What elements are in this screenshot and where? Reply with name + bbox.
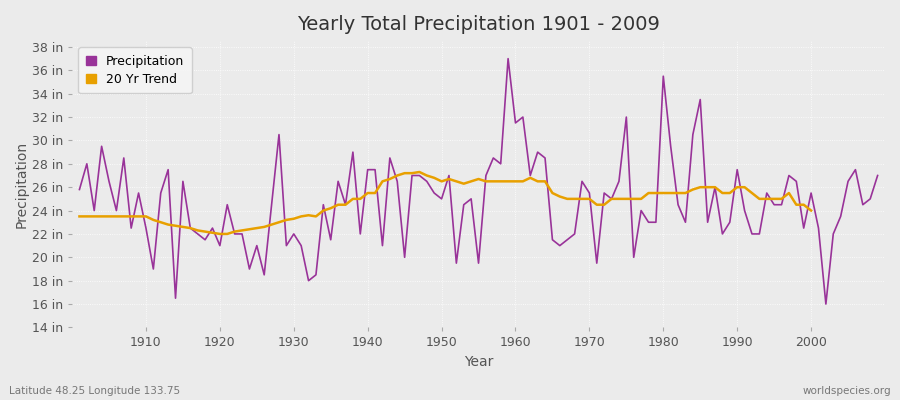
Y-axis label: Precipitation: Precipitation xyxy=(15,141,29,228)
Precipitation xyxy=(821,302,832,306)
X-axis label: Year: Year xyxy=(464,355,493,369)
Legend: Precipitation, 20 Yr Trend: Precipitation, 20 Yr Trend xyxy=(78,47,192,93)
Precipitation xyxy=(872,173,883,178)
20 Yr Trend xyxy=(503,179,514,184)
Precipitation xyxy=(607,196,617,201)
Line: 20 Yr Trend: 20 Yr Trend xyxy=(79,172,811,234)
Precipitation xyxy=(133,191,144,196)
20 Yr Trend xyxy=(133,214,144,219)
20 Yr Trend xyxy=(74,214,85,219)
20 Yr Trend xyxy=(296,214,307,219)
20 Yr Trend xyxy=(598,202,609,207)
Title: Yearly Total Precipitation 1901 - 2009: Yearly Total Precipitation 1901 - 2009 xyxy=(297,15,660,34)
Precipitation xyxy=(510,120,521,125)
20 Yr Trend xyxy=(510,179,521,184)
20 Yr Trend xyxy=(340,202,351,207)
Text: Latitude 48.25 Longitude 133.75: Latitude 48.25 Longitude 133.75 xyxy=(9,386,180,396)
Precipitation xyxy=(503,56,514,61)
Line: Precipitation: Precipitation xyxy=(79,59,878,304)
Precipitation xyxy=(340,202,351,207)
Precipitation xyxy=(74,187,85,192)
Precipitation xyxy=(296,243,307,248)
Text: worldspecies.org: worldspecies.org xyxy=(803,386,891,396)
Precipitation xyxy=(518,115,528,120)
